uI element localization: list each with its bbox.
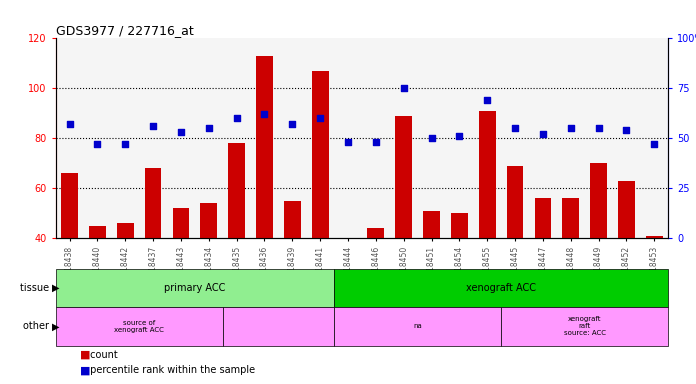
Text: ▶: ▶: [52, 283, 60, 293]
Point: [509, 125, 521, 131]
Bar: [507, 166, 523, 338]
Bar: [228, 143, 245, 338]
Bar: [562, 198, 579, 338]
Point: [454, 133, 465, 139]
Bar: [200, 203, 217, 338]
Bar: [479, 111, 496, 338]
Point: [259, 111, 270, 118]
Bar: [173, 208, 189, 338]
Text: other: other: [23, 321, 52, 331]
Point: [565, 125, 576, 131]
Bar: [89, 225, 106, 338]
Text: percentile rank within the sample: percentile rank within the sample: [87, 365, 255, 375]
Point: [203, 125, 214, 131]
Bar: [284, 200, 301, 338]
Text: count: count: [87, 350, 118, 360]
Bar: [367, 228, 384, 338]
Point: [537, 131, 548, 137]
Point: [482, 97, 493, 103]
Point: [426, 135, 437, 141]
Text: xenograft ACC: xenograft ACC: [466, 283, 536, 293]
Point: [148, 123, 159, 129]
Text: xenograft
raft
source: ACC: xenograft raft source: ACC: [564, 316, 606, 336]
Text: primary ACC: primary ACC: [164, 283, 226, 293]
Text: GDS3977 / 227716_at: GDS3977 / 227716_at: [56, 24, 193, 37]
Point: [315, 115, 326, 121]
Bar: [423, 210, 440, 338]
Text: ■: ■: [80, 350, 90, 360]
Point: [175, 129, 187, 135]
Point: [370, 139, 381, 145]
Bar: [340, 238, 356, 338]
Bar: [61, 173, 78, 338]
Point: [398, 85, 409, 91]
Bar: [256, 56, 273, 338]
Bar: [312, 71, 329, 338]
Bar: [535, 198, 551, 338]
Point: [593, 125, 604, 131]
Bar: [117, 223, 134, 338]
Bar: [646, 235, 663, 338]
Text: source of
xenograft ACC: source of xenograft ACC: [114, 320, 164, 333]
Bar: [618, 180, 635, 338]
Text: tissue: tissue: [20, 283, 52, 293]
Text: na: na: [413, 323, 422, 329]
Point: [231, 115, 242, 121]
Bar: [590, 163, 607, 338]
Text: ■: ■: [80, 365, 90, 375]
Bar: [451, 213, 468, 338]
Point: [64, 121, 75, 127]
Point: [649, 141, 660, 147]
Point: [621, 127, 632, 133]
Bar: [395, 116, 412, 338]
Bar: [145, 168, 161, 338]
Text: ▶: ▶: [52, 321, 60, 331]
Point: [342, 139, 354, 145]
Point: [287, 121, 298, 127]
Point: [92, 141, 103, 147]
Point: [120, 141, 131, 147]
